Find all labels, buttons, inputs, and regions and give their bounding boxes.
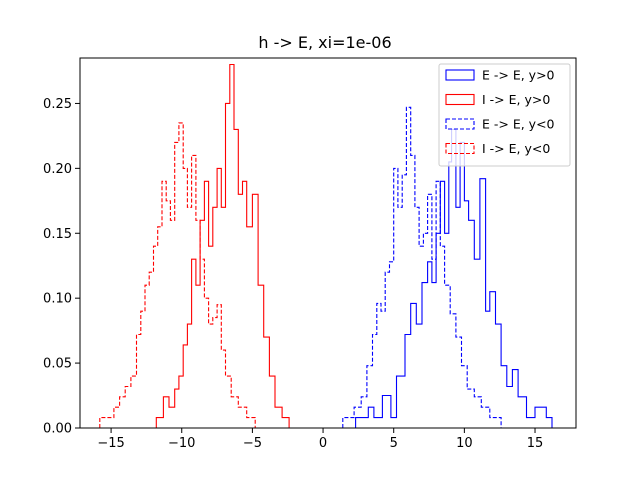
y-tick-label: 0.10 — [43, 292, 72, 307]
series-2-histogram — [342, 106, 502, 428]
legend-swatch — [445, 118, 475, 130]
series-1-histogram — [155, 63, 290, 428]
x-tick-label: 5 — [390, 436, 398, 451]
y-tick-label: 0.15 — [43, 227, 72, 242]
x-axis: −15 −10 −5 0 5 10 15 — [97, 428, 543, 451]
legend-swatch — [445, 142, 475, 155]
chart-title: h -> E, xi=1e-06 — [258, 33, 391, 52]
plot-frame — [79, 57, 577, 429]
y-axis: 0.00 0.05 0.10 0.15 0.20 0.25 — [43, 97, 80, 437]
legend: E -> E, y>0 I -> E, y>0 E -> E, y<0 I -> E,… — [438, 63, 571, 167]
x-tick-label: −5 — [243, 436, 262, 451]
y-tick-label: 0.00 — [43, 422, 72, 437]
y-tick-label: 0.25 — [43, 97, 72, 112]
legend-frame — [438, 63, 571, 167]
legend-label: E -> E, y>0 — [482, 68, 555, 83]
x-tick-label: 10 — [456, 436, 473, 451]
x-tick-label: −10 — [168, 436, 195, 451]
y-tick-label: 0.05 — [43, 357, 72, 372]
legend-label: I -> E, y<0 — [482, 141, 550, 156]
plot-series — [99, 63, 553, 428]
legend-label: I -> E, y>0 — [482, 92, 550, 107]
x-tick-label: 15 — [527, 436, 544, 451]
x-tick-label: 0 — [319, 436, 327, 451]
series-3-histogram — [99, 122, 256, 428]
x-tick-label: −15 — [97, 436, 124, 451]
legend-swatch — [445, 93, 475, 106]
legend-swatch — [445, 69, 475, 81]
y-tick-label: 0.20 — [43, 162, 72, 177]
legend-label: E -> E, y<0 — [482, 117, 555, 132]
